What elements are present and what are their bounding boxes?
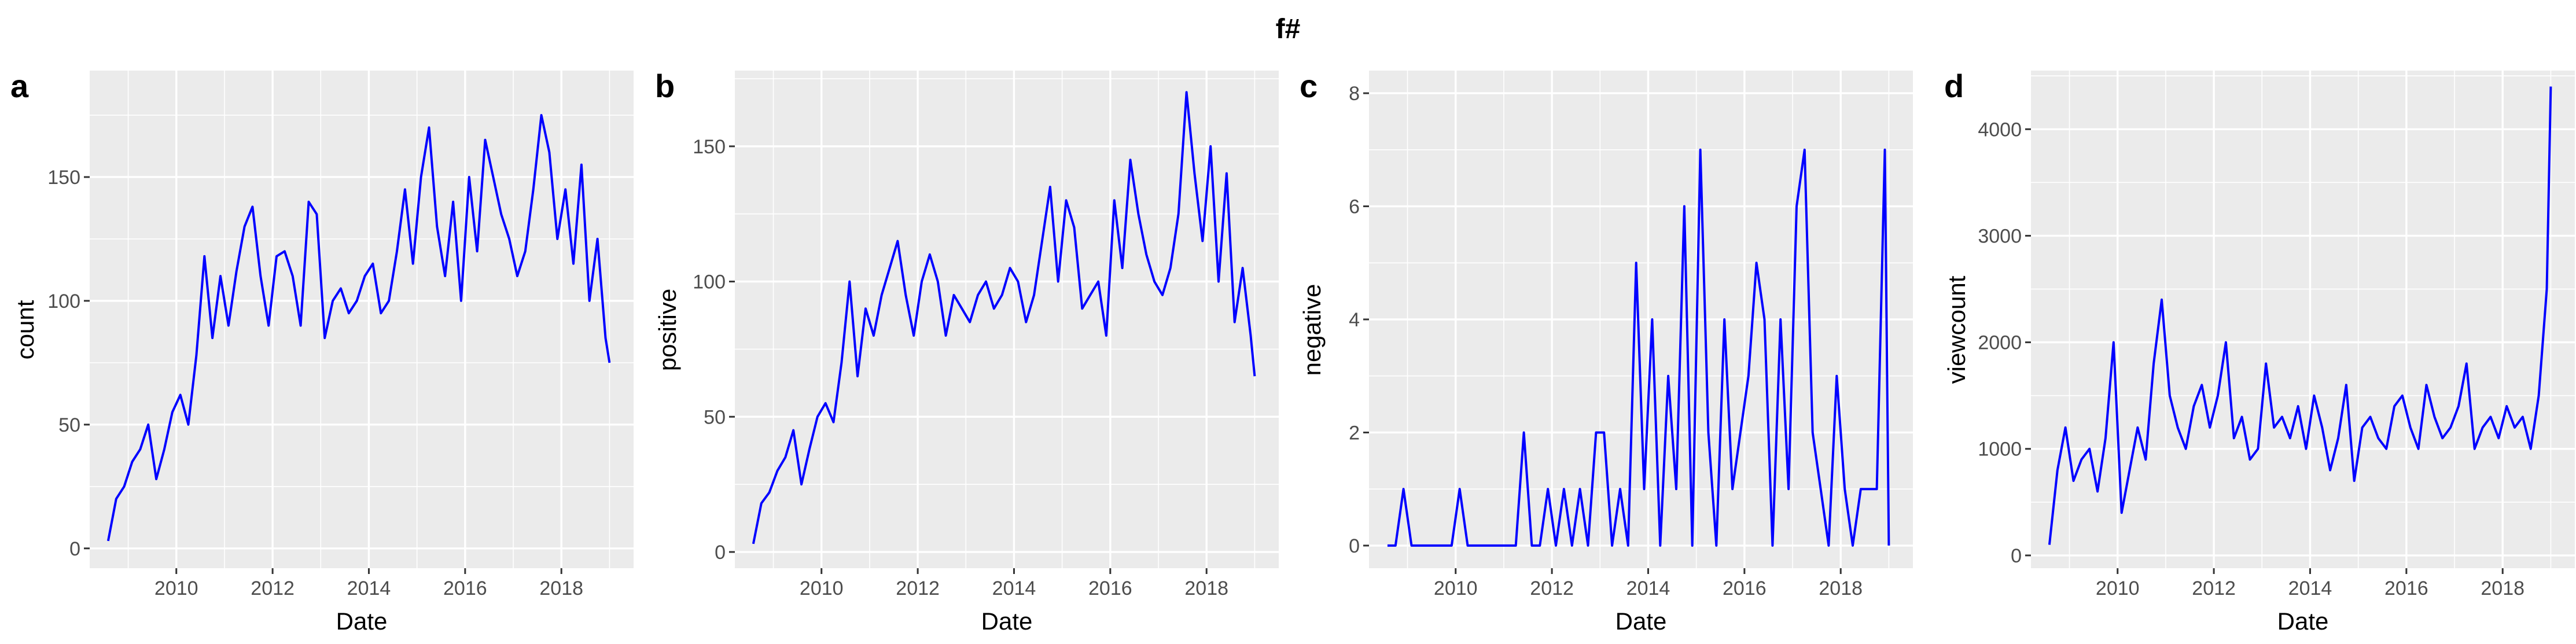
ticks-c: 2010 2012 2014 2016 2018 0 2 4 6 8 [1349, 83, 1863, 599]
x-tick-label: 2018 [539, 577, 583, 599]
y-tick-label: 100 [47, 290, 80, 312]
ticks-a: 2010 2012 2014 2016 2018 0 50 100 150 [47, 167, 583, 599]
series-line-b [752, 91, 1256, 544]
y-tick-label: 0 [2011, 545, 2022, 567]
panel-b: b positive Date 2010 2012 2014 2016 2018 0 50 1… [654, 68, 1279, 635]
panel-letter-b: b [655, 68, 675, 104]
x-tick-label: 2010 [154, 577, 198, 599]
y-axis-title-b: positive [654, 289, 681, 371]
series-line-a [106, 114, 611, 542]
x-tick-label: 2010 [1434, 577, 1478, 599]
x-tick-label: 2016 [1723, 577, 1767, 599]
x-tick-label: 2012 [896, 577, 940, 599]
ticks-b: 2010 2012 2014 2016 2018 0 50 100 150 [693, 136, 1228, 599]
y-axis-title-a: count [12, 300, 39, 359]
x-tick-label: 2014 [992, 577, 1036, 599]
y-axis-title-d: viewcount [1943, 275, 1970, 384]
x-tick-label: 2010 [800, 577, 844, 599]
x-axis-title-b: Date [981, 608, 1033, 635]
x-tick-label: 2010 [2096, 577, 2140, 599]
y-tick-label: 4000 [1978, 119, 2022, 141]
x-tick-label: 2014 [2288, 577, 2332, 599]
panel-a: a count Date 2010 2012 2014 2016 2018 0 50 100 1… [10, 68, 634, 635]
x-tick-label: 2012 [251, 577, 295, 599]
gridlines-c [1369, 71, 1913, 568]
y-tick-label: 8 [1349, 83, 1360, 105]
y-tick-label: 6 [1349, 196, 1360, 218]
panel-letter-c: c [1300, 68, 1318, 104]
panel-d: d viewcount Date 2010 2012 2014 2016 2018 0 10… [1943, 68, 2575, 635]
y-tick-label: 100 [693, 271, 726, 293]
y-axis-title-c: negative [1298, 284, 1326, 376]
gridlines-d [2031, 71, 2575, 568]
x-tick-label: 2018 [2481, 577, 2525, 599]
plot-area-d: 2010 2012 2014 2016 2018 0 1000 2000 3000 4000 [1978, 71, 2575, 599]
panel-letter-a: a [10, 68, 29, 104]
y-tick-label: 4 [1349, 309, 1360, 331]
y-tick-label: 0 [715, 542, 726, 564]
figure-title: f# [1276, 14, 1301, 45]
plot-background-d [2031, 71, 2575, 568]
ticks-d: 2010 2012 2014 2016 2018 0 1000 2000 3000 4000 [1978, 119, 2525, 599]
series-line-d [2048, 86, 2552, 545]
x-tick-label: 2014 [347, 577, 391, 599]
y-tick-label: 150 [47, 167, 80, 189]
y-tick-label: 0 [1349, 535, 1360, 557]
x-tick-label: 2016 [443, 577, 487, 599]
x-axis-title-a: Date [336, 608, 388, 635]
y-tick-label: 1000 [1978, 439, 2022, 461]
plot-background-b [735, 71, 1279, 568]
x-tick-label: 2016 [1088, 577, 1132, 599]
y-tick-label: 2 [1349, 422, 1360, 444]
panel-letter-d: d [1944, 68, 1964, 104]
panel-c: c negative Date 2010 2012 2014 2016 2018 0 2 4 6… [1298, 68, 1913, 635]
y-tick-label: 0 [69, 538, 80, 560]
x-tick-label: 2018 [1819, 577, 1863, 599]
y-tick-label: 150 [693, 136, 726, 158]
plot-area-a: 2010 2012 2014 2016 2018 0 50 100 150 [47, 71, 634, 599]
gridlines-a [90, 71, 634, 568]
x-tick-label: 2018 [1184, 577, 1228, 599]
plot-background-a [90, 71, 634, 568]
y-tick-label: 50 [58, 414, 80, 436]
x-tick-label: 2016 [2384, 577, 2428, 599]
y-tick-label: 50 [704, 406, 726, 428]
x-tick-label: 2014 [1626, 577, 1670, 599]
plot-area-b: 2010 2012 2014 2016 2018 0 50 100 150 [693, 71, 1279, 599]
series-line-c [1387, 148, 1890, 547]
y-tick-label: 2000 [1978, 332, 2022, 354]
x-axis-title-d: Date [2277, 608, 2329, 635]
x-tick-label: 2012 [2192, 577, 2236, 599]
x-tick-label: 2012 [1530, 577, 1574, 599]
plot-area-c: 2010 2012 2014 2016 2018 0 2 4 6 8 [1349, 71, 1913, 599]
x-axis-title-c: Date [1615, 608, 1667, 635]
y-tick-label: 3000 [1978, 225, 2022, 247]
